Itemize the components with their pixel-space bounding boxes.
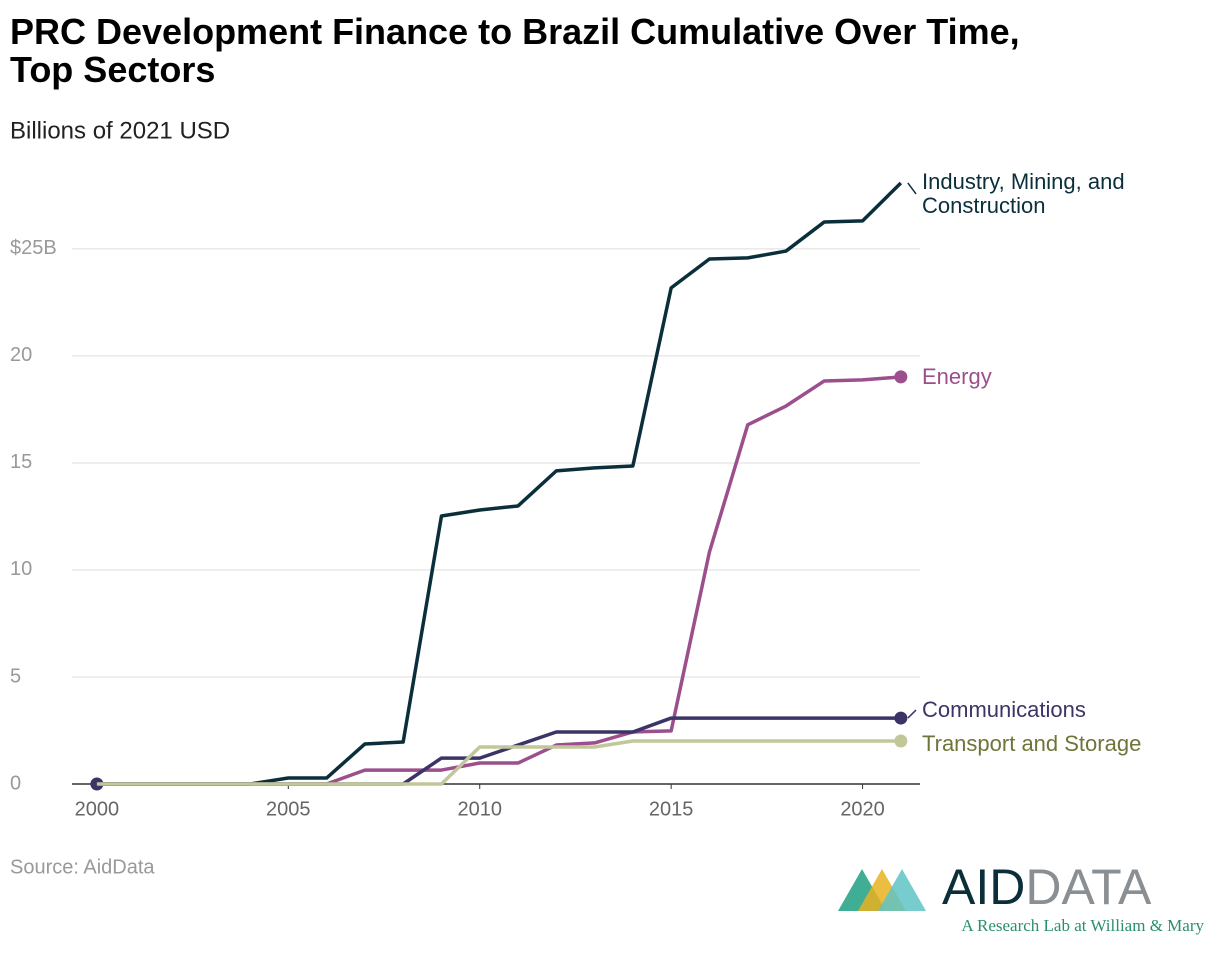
y-tick-label: 15	[10, 451, 32, 473]
x-tick-label: 2015	[649, 798, 694, 820]
label-connector	[907, 182, 917, 195]
end-marker	[894, 370, 908, 384]
series-label: Transport and Storage	[922, 730, 1142, 756]
y-tick-label: 10	[10, 558, 32, 580]
series-line	[96, 716, 901, 786]
series-line	[96, 375, 901, 786]
logo-tagline: A Research Lab at William & Mary	[961, 916, 1204, 935]
x-tick-label: 2010	[457, 798, 502, 820]
series-label: Communications	[922, 697, 1086, 723]
logo-name: DATA	[1025, 859, 1152, 915]
series-label: Industry, Mining, and Construction	[922, 168, 1125, 218]
y-tick-label: $25B	[10, 237, 57, 259]
chart-title: PRC Development Finance to Brazil Cumula…	[10, 11, 1030, 90]
x-tick-label: 2000	[75, 798, 120, 820]
label-connector	[907, 709, 917, 719]
logo-triangle	[878, 869, 926, 911]
x-tick-label: 2020	[840, 798, 885, 820]
logo: AIDDATA A Research Lab at William & Mary	[838, 859, 1204, 935]
series-line	[96, 181, 903, 786]
series-line	[96, 739, 901, 786]
logo-text: AIDDATA	[942, 859, 1152, 915]
end-marker	[894, 734, 908, 748]
y-tick-label: 5	[10, 665, 21, 687]
end-marker	[894, 711, 908, 725]
logo-name: AID	[942, 859, 1025, 915]
series-label: Energy	[922, 363, 992, 389]
source: Source: AidData	[10, 856, 155, 878]
x-tick-label: 2005	[266, 798, 311, 820]
y-tick-label: 0	[10, 772, 21, 794]
chart-subtitle: Billions of 2021 USD	[10, 117, 230, 144]
y-tick-label: 20	[10, 344, 32, 366]
